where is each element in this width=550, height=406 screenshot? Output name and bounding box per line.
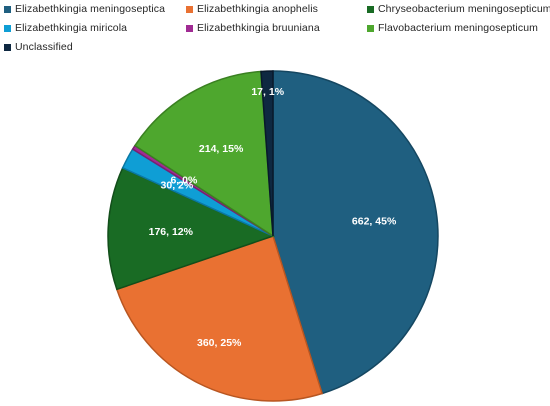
legend-item-elizabethkingia-miricola: Elizabethkingia miricola <box>4 22 127 34</box>
legend-item-elizabethkingia-meningoseptica: Elizabethkingia meningoseptica <box>4 3 165 15</box>
data-label-elizabethkingia-anophelis: 360, 25% <box>197 337 242 349</box>
legend-item-flavobacterium-meningosepticum: Flavobacterium meningosepticum <box>367 22 538 34</box>
legend-item-elizabethkingia-anophelis: Elizabethkingia anophelis <box>186 3 318 15</box>
pie-slice-chryseobacterium-meningosepticum <box>107 166 276 291</box>
legend-item-unclassified: Unclassified <box>4 41 73 53</box>
data-label-elizabethkingia-meningoseptica: 662, 45% <box>352 216 397 228</box>
pie-slice-elizabethkingia-meningoseptica <box>272 70 439 395</box>
legend-label: Elizabethkingia meningoseptica <box>15 3 166 15</box>
legend-swatch <box>186 24 193 32</box>
legend-swatch <box>367 5 374 13</box>
legend-label: Chryseobacterium meningosepticum <box>378 3 550 15</box>
legend-label: Elizabethkingia miricola <box>15 22 128 34</box>
legend-swatch <box>4 5 11 13</box>
pie-slice-elizabethkingia-anophelis <box>115 235 324 402</box>
data-label-elizabethkingia-miricola: 30, 2% <box>161 180 194 192</box>
legend-item-chryseobacterium-meningosepticum: Chryseobacterium meningosepticum <box>367 3 550 15</box>
pie-slice-unclassified <box>260 70 274 237</box>
pie-slices <box>107 70 439 402</box>
legend-label: Elizabethkingia bruuniana <box>197 22 320 34</box>
legend-swatch <box>4 24 11 32</box>
data-label-elizabethkingia-bruuniana: 6, 0% <box>170 174 198 186</box>
pie-slice-flavobacterium-meningosepticum <box>133 70 274 238</box>
legend-label: Flavobacterium meningosepticum <box>378 22 538 34</box>
legend-swatch <box>186 5 193 13</box>
data-label-unclassified: 17, 1% <box>251 86 284 98</box>
legend-swatch <box>367 24 374 32</box>
legend-label: Elizabethkingia anophelis <box>197 3 318 15</box>
legend-item-elizabethkingia-bruuniana: Elizabethkingia bruuniana <box>186 22 320 34</box>
legend-label: Unclassified <box>15 41 73 53</box>
legend-swatch <box>4 43 11 51</box>
data-labels: 662, 45% 360, 25% 176, 12% 30, 2%6, 0% 214, … <box>149 86 397 349</box>
data-label-flavobacterium-meningosepticum: 214, 15% <box>199 143 244 155</box>
data-label-chryseobacterium-meningosepticum: 176, 12% <box>149 226 194 238</box>
